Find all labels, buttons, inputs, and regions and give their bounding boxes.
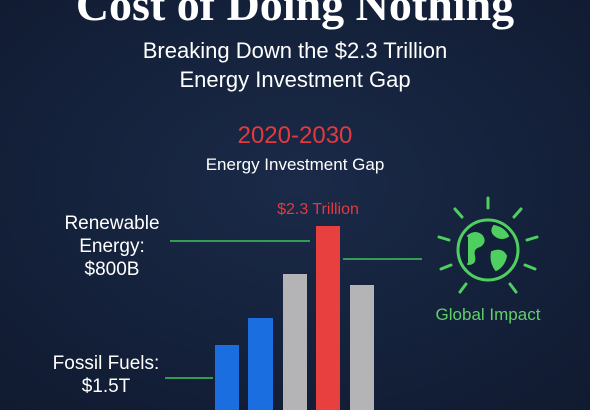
- subtitle: Breaking Down the $2.3 Trillion: [143, 38, 448, 63]
- bar: [350, 285, 374, 410]
- fossil-label: Fossil Fuels:: [53, 353, 160, 374]
- bar: [283, 274, 307, 410]
- renewable-label: Renewable: [64, 213, 159, 234]
- gap-label: Energy Investment Gap: [206, 155, 385, 174]
- total-label: $2.3 Trillion: [277, 201, 359, 218]
- bar: [316, 226, 340, 410]
- renewable-label: Energy:: [79, 236, 144, 257]
- period: 2020-2030: [238, 122, 353, 149]
- bar: [215, 345, 239, 410]
- renewable-label: $800B: [85, 259, 140, 280]
- impact-label: Global Impact: [436, 305, 541, 324]
- globe-icon: [437, 196, 539, 294]
- bar: [248, 318, 273, 410]
- subtitle: Energy Investment Gap: [179, 67, 410, 92]
- title: Cost of Doing Nothing: [76, 0, 514, 30]
- fossil-label: $1.5T: [82, 376, 131, 397]
